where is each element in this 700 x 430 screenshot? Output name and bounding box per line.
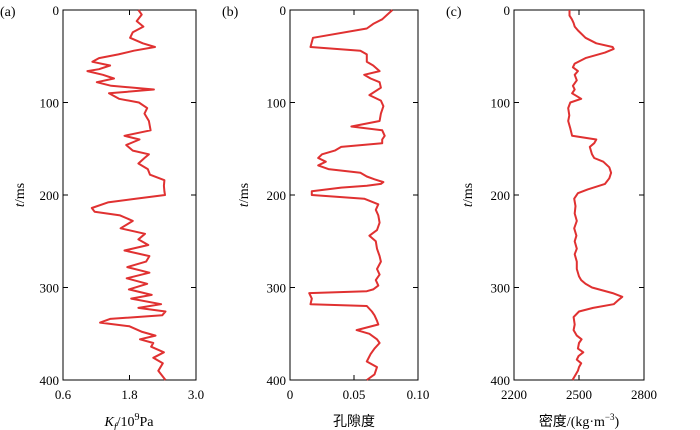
y-tick-label: 100 — [267, 96, 287, 111]
plot-frame-b — [289, 9, 419, 381]
x-axis-label-unit2: Pa — [140, 415, 155, 430]
x-axis-label-text: 密度/(kg·m — [539, 413, 605, 430]
x-tick-label: 2500 — [566, 387, 592, 402]
panel-label-a: (a) — [0, 5, 16, 20]
y-axis-label-unit: /ms — [237, 183, 252, 203]
svg-text:t/ms: t/ms — [237, 183, 252, 207]
x-tick-label: 3.0 — [188, 387, 204, 402]
series-line-density — [567, 10, 624, 381]
panel-label-c: (c) — [446, 5, 462, 20]
x-axis-label-sup: −3 — [605, 412, 615, 422]
y-tick-label: 0 — [53, 3, 60, 18]
x-tick-label: 2200 — [501, 387, 527, 402]
x-tick-label: 0.6 — [55, 387, 72, 402]
x-tick-label: 2800 — [631, 387, 657, 402]
x-axis-label-a: Kf/109Pa — [103, 412, 154, 430]
y-tick-label: 0 — [280, 3, 287, 18]
svg-text:t/ms: t/ms — [13, 183, 28, 207]
y-axis-label-var: t — [13, 202, 28, 207]
x-tick-label: 0 — [287, 387, 294, 402]
plot-frame-a — [62, 9, 197, 381]
y-tick-label: 300 — [491, 281, 511, 296]
y-tick-label: 0 — [504, 3, 511, 18]
y-axis-label-b: t/ms — [237, 183, 252, 207]
y-axis-label-unit: /ms — [13, 183, 28, 203]
y-tick-label: 100 — [40, 96, 60, 111]
x-axis-label-var: K — [103, 415, 114, 430]
plot-frame-c — [513, 9, 645, 381]
y-tick-label: 300 — [40, 281, 60, 296]
y-tick-label: 200 — [267, 188, 287, 203]
y-tick-label: 400 — [267, 373, 287, 388]
x-tick-label: 1.8 — [121, 387, 137, 402]
svg-text:t/ms: t/ms — [461, 183, 476, 207]
x-axis-label-unit1: /10 — [117, 415, 135, 430]
y-tick-label: 100 — [491, 96, 511, 111]
y-tick-label: 300 — [267, 281, 287, 296]
panel-label-b: (b) — [222, 5, 239, 20]
x-tick-label: 0.10 — [407, 387, 430, 402]
x-axis-label-b: 孔隙度 — [333, 414, 375, 430]
y-axis-label-var: t — [461, 202, 476, 207]
y-tick-label: 400 — [40, 373, 60, 388]
y-tick-label: 200 — [491, 188, 511, 203]
x-axis-label-sub: f — [114, 422, 118, 430]
y-tick-label: 200 — [40, 188, 60, 203]
y-axis-label-a: t/ms — [13, 183, 28, 207]
y-axis-label-c: t/ms — [461, 183, 476, 207]
x-axis-label-close: ) — [615, 415, 620, 430]
x-tick-label: 0.05 — [343, 387, 366, 402]
y-tick-label: 400 — [491, 373, 511, 388]
series-line-Kf — [86, 9, 167, 381]
series-line-porosity — [308, 9, 394, 381]
y-axis-label-var: t — [237, 202, 252, 207]
x-axis-label-c: 密度/(kg·m−3) — [539, 412, 620, 430]
x-axis-label-sup: 9 — [135, 412, 140, 423]
y-axis-label-unit: /ms — [461, 183, 476, 203]
